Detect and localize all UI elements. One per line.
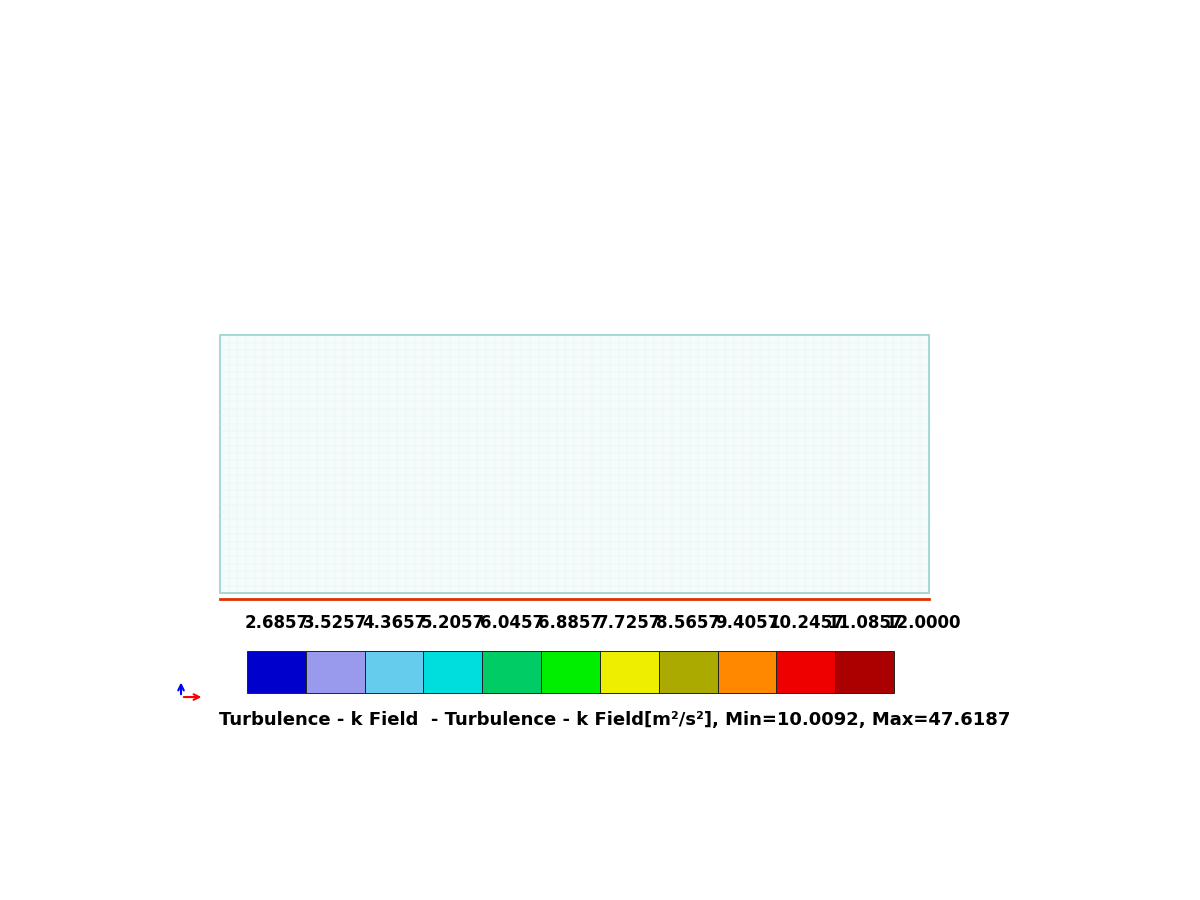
Text: 9.4057: 9.4057 — [715, 614, 779, 632]
Text: 6.0457: 6.0457 — [480, 614, 544, 632]
Bar — [365, 651, 424, 693]
Bar — [482, 651, 541, 693]
Bar — [718, 651, 776, 693]
Bar — [541, 651, 600, 693]
Text: 5.2057: 5.2057 — [421, 614, 485, 632]
Bar — [220, 335, 929, 593]
Text: 3.5257: 3.5257 — [302, 614, 367, 632]
Bar — [835, 651, 894, 693]
Bar — [776, 651, 835, 693]
Text: Turbulence - k Field  - Turbulence - k Field[m²/s²], Min=10.0092, Max=47.6187: Turbulence - k Field - Turbulence - k Fi… — [220, 711, 1010, 729]
Bar — [247, 651, 306, 693]
Bar — [659, 651, 718, 693]
Bar — [600, 651, 659, 693]
Text: 7.7257: 7.7257 — [598, 614, 661, 632]
Text: 8.5657: 8.5657 — [656, 614, 720, 632]
Text: 2.6857: 2.6857 — [245, 614, 308, 632]
Text: 10.2457: 10.2457 — [768, 614, 844, 632]
Text: 4.3657: 4.3657 — [362, 614, 426, 632]
Bar — [424, 651, 482, 693]
Text: 12.0000: 12.0000 — [886, 614, 961, 632]
Text: 6.8857: 6.8857 — [539, 614, 602, 632]
Bar — [306, 651, 365, 693]
Text: 11.0857: 11.0857 — [827, 614, 902, 632]
